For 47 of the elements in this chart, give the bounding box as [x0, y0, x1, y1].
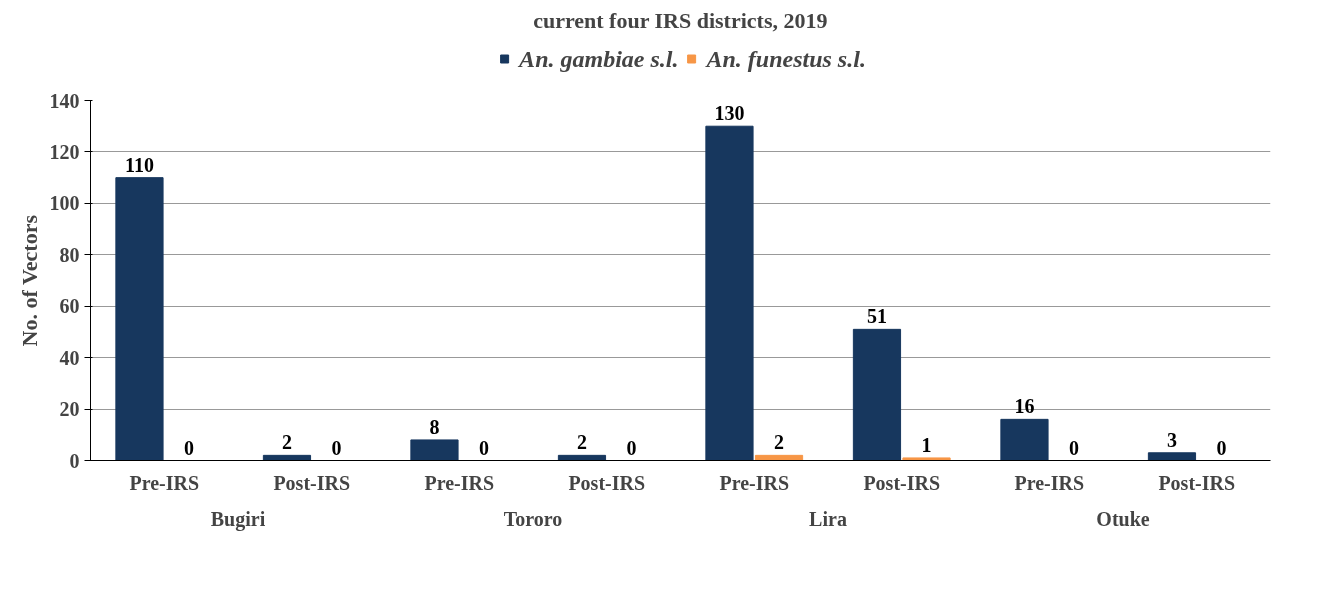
- text: Tororo: [503, 507, 563, 530]
- y-tick-label: 20: [59, 398, 80, 421]
- x-tick-label: Pre-IRS: [129, 471, 200, 494]
- text: Bugiri: [210, 507, 266, 531]
- legend-label: An. funestus s.l.: [706, 45, 866, 72]
- data-label: 0: [184, 436, 195, 459]
- x-tick-label: Post-IRS: [568, 471, 646, 494]
- x-tick-label: Pre-IRS: [1014, 471, 1085, 494]
- x-tick-label: Post-IRS: [273, 471, 351, 494]
- data-label: 2: [774, 431, 785, 454]
- y-tick-label: 60: [59, 295, 80, 318]
- y-tick-label: 140: [49, 89, 80, 112]
- bar: [852, 328, 902, 461]
- data-label: 130: [714, 102, 745, 125]
- data-label: 16: [1014, 395, 1035, 418]
- data-label: 0: [331, 436, 342, 459]
- x-tick-label: Pre-IRS: [424, 471, 495, 494]
- data-label: 8: [429, 415, 440, 438]
- y-tick-label: 100: [49, 192, 80, 215]
- data-label: 2: [281, 431, 292, 454]
- chart-title: current four IRS districts, 2019: [533, 7, 828, 33]
- bar: [902, 457, 951, 461]
- data-label: 0: [1216, 436, 1227, 459]
- x-tick-label: Post-IRS: [1158, 471, 1236, 494]
- y-tick-label: 80: [59, 243, 80, 266]
- text: Otuke: [1096, 507, 1150, 530]
- data-label: 2: [576, 431, 587, 454]
- y-tick-label: 0: [69, 449, 80, 472]
- y-tick-label: 120: [49, 140, 80, 163]
- data-label: 3: [1166, 428, 1177, 451]
- bar: [1000, 418, 1049, 461]
- bar: [115, 177, 164, 461]
- data-label: 51: [866, 305, 887, 328]
- data-label: 0: [1069, 436, 1080, 459]
- bar: [705, 125, 754, 461]
- bar: [1147, 452, 1197, 461]
- text: Lira: [809, 507, 847, 530]
- x-tick-label: Pre-IRS: [719, 471, 790, 494]
- y-tick-label: 40: [59, 346, 80, 369]
- data-label: 1: [921, 433, 932, 456]
- data-label: 110: [125, 153, 154, 176]
- y-axis-title: No. of Vectors: [16, 214, 42, 347]
- bar: [410, 439, 459, 461]
- data-label: 0: [479, 436, 490, 459]
- x-tick-label: Post-IRS: [863, 471, 941, 494]
- data-label: 0: [626, 436, 637, 459]
- legend-label: An. gambiae s.l.: [519, 45, 679, 72]
